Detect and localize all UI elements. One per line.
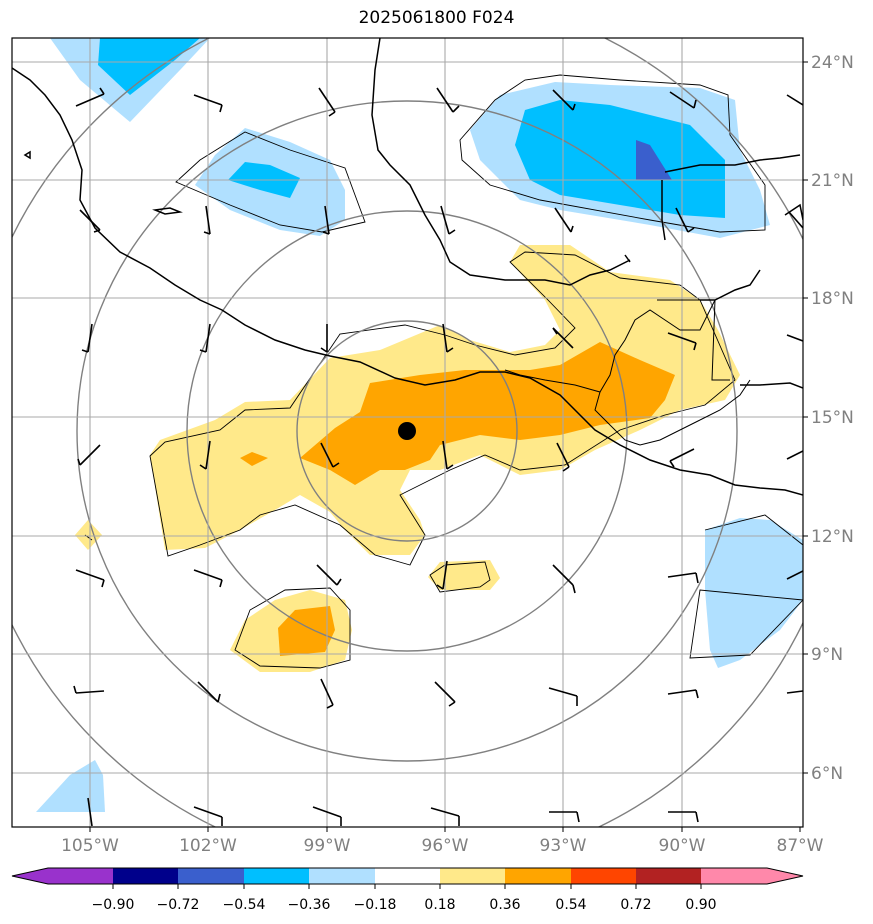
- colorbar-segment: [48, 868, 113, 884]
- lon-label: 102°W: [179, 836, 237, 856]
- lat-label: 24°N: [811, 53, 854, 73]
- colorbar-tick-label: −0.18: [354, 897, 397, 913]
- colorbar-segment: [701, 868, 767, 884]
- lat-label: 6°N: [811, 764, 843, 784]
- colorbar-segment: [636, 868, 701, 884]
- lat-label: 15°N: [811, 408, 854, 428]
- colorbar-tick-label: 0.90: [685, 897, 716, 913]
- contour-lines: [84, 74, 803, 669]
- colorbar-tick-label: −0.72: [157, 897, 200, 913]
- axis-ticks: [89, 61, 808, 832]
- colorbar-tick-label: 0.18: [424, 897, 455, 913]
- colorbar-tick-label: −0.54: [223, 897, 266, 913]
- anomaly-fill-sky-blue: [98, 38, 725, 218]
- wind-barbs: [73, 87, 803, 827]
- lon-label: 105°W: [61, 836, 119, 856]
- map-title: 2025061800 F024: [358, 8, 515, 28]
- lat-label: 18°N: [811, 289, 854, 309]
- lat-label: 21°N: [811, 171, 854, 191]
- colorbar-extend-low: [12, 868, 48, 884]
- coastlines: [12, 38, 803, 496]
- map-frame: [11, 37, 804, 828]
- colorbar-segment: [505, 868, 571, 884]
- colorbar-tick-label: 0.54: [555, 897, 586, 913]
- range-rings: [12, 38, 803, 827]
- colorbar-tick-label: −0.90: [92, 897, 135, 913]
- country-borders: [504, 299, 751, 446]
- colorbar-segment: [571, 868, 636, 884]
- lat-label: 9°N: [811, 645, 843, 665]
- lon-label: 90°W: [659, 836, 706, 856]
- colorbar-segment: [113, 868, 178, 884]
- colorbar-segment: [178, 868, 244, 884]
- colorbar-tick-label: 0.72: [620, 897, 651, 913]
- colorbar-segment: [375, 868, 440, 884]
- lon-label: 99°W: [304, 836, 351, 856]
- anomaly-fill-royal-blue: [636, 140, 672, 180]
- lon-label: 93°W: [540, 836, 587, 856]
- lat-label: 12°N: [811, 527, 854, 547]
- colorbar: −0.90 −0.72 −0.54 −0.36 −0.18 0.18 0.36 …: [11, 867, 804, 913]
- lon-label: 96°W: [422, 836, 469, 856]
- storm-center-marker: [398, 422, 416, 440]
- colorbar-tick-label: 0.36: [489, 897, 520, 913]
- colorbar-segment: [244, 868, 309, 884]
- colorbar-segment: [309, 868, 375, 884]
- graticule: [12, 38, 803, 827]
- colorbar-segment: [440, 868, 505, 884]
- lon-label: 87°W: [777, 836, 824, 856]
- colorbar-tick-label: −0.36: [288, 897, 331, 913]
- colorbar-extend-high: [767, 868, 803, 884]
